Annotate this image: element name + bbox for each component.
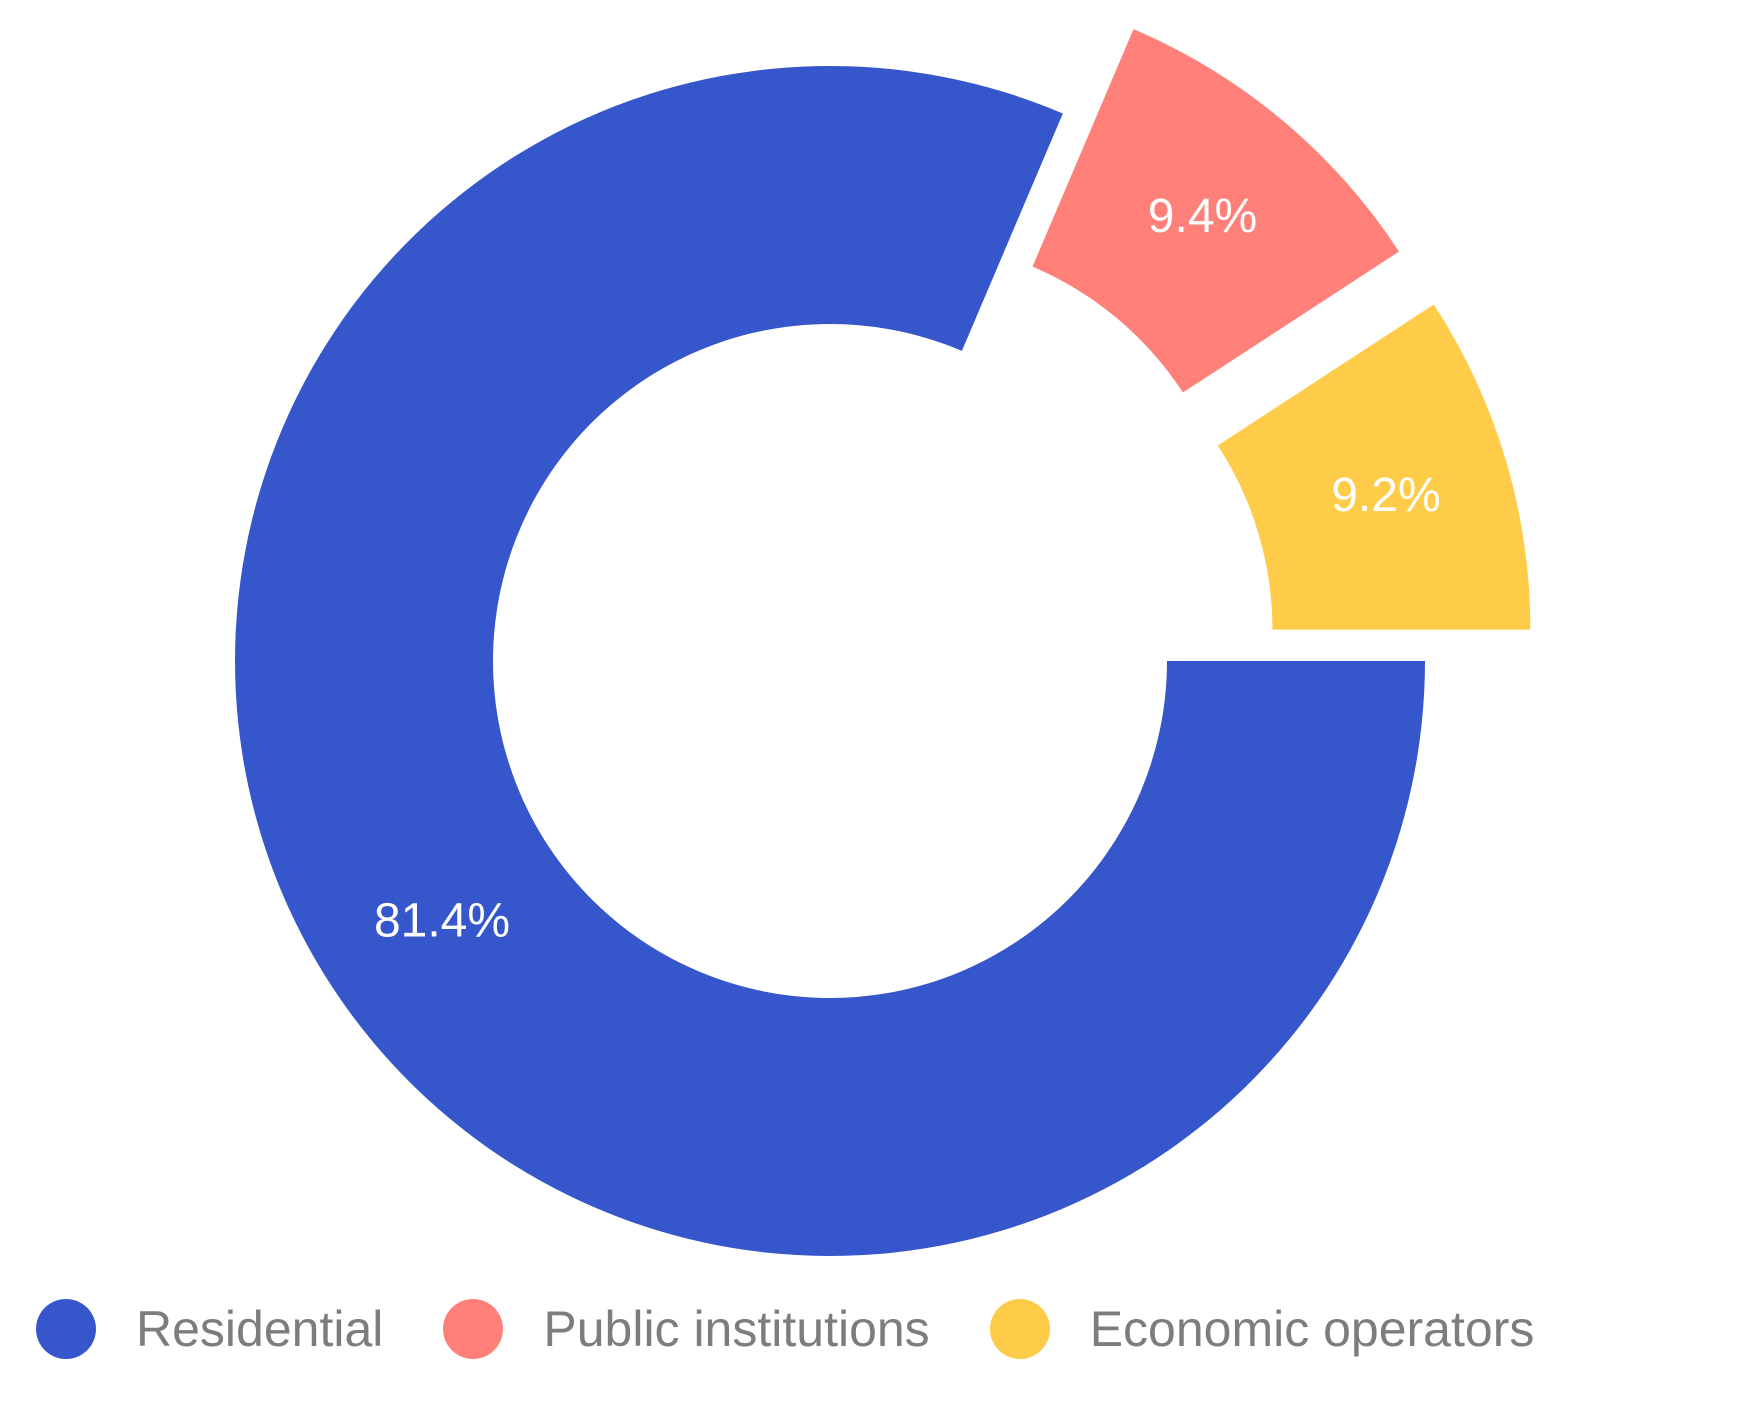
chart-slices [235,29,1531,1256]
slice-residential [235,65,1426,1256]
chart-data-labels: 81.4% 9.4% 9.2% [374,190,1441,948]
slice-public-institutions [1032,29,1399,393]
data-label-public-institutions: 9.4% [1148,190,1257,243]
legend-item-economic-operators: Economic operators [989,1299,1535,1359]
data-label-residential: 81.4% [374,895,510,948]
chart-legend: Residential Public institutions Economic o… [36,1298,1534,1360]
legend-label: Public institutions [543,1301,930,1357]
legend-item-public-institutions: Public institutions [443,1299,930,1359]
data-label-economic-operators: 9.2% [1331,469,1440,522]
legend-label: Residential [136,1301,384,1357]
legend-swatch [443,1299,504,1359]
legend-swatch [989,1299,1050,1359]
slice-economic-operators [1217,304,1531,630]
legend-label: Economic operators [1089,1301,1535,1357]
legend-item-residential: Residential [36,1299,383,1359]
legend-swatch [36,1299,96,1359]
